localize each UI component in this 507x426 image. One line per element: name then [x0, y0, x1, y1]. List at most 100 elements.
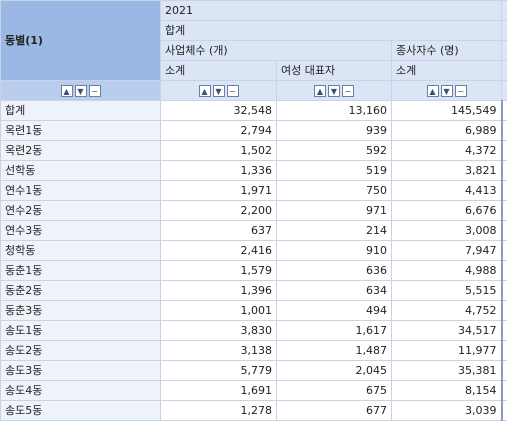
row-dimension-header[interactable]: 동별(1): [0, 0, 161, 81]
year-header[interactable]: 2021: [159, 0, 503, 21]
row-label: 선학동: [0, 160, 161, 181]
col-sort-controls: ▲ ▼ −: [390, 80, 503, 101]
row-label: 연수1동: [0, 180, 161, 201]
business-subtotal-cell: 1,971: [160, 180, 277, 201]
employee-subtotal-cell: 4,372: [390, 140, 503, 161]
table-edge: [500, 340, 507, 361]
female-rep-cell: 1,617: [276, 320, 392, 341]
business-subtotal-cell: 1,579: [160, 260, 277, 281]
row-label: 동춘2동: [0, 280, 161, 301]
table-row: 송도5동 1,278 677 3,039: [0, 400, 507, 421]
remove-icon[interactable]: −: [342, 85, 354, 97]
business-subtotal-cell: 1,502: [160, 140, 277, 161]
table-row: 선학동 1,336 519 3,821: [0, 160, 507, 181]
table-edge: [501, 40, 507, 61]
female-rep-cell: 214: [276, 220, 392, 241]
row-label: 옥련2동: [0, 140, 161, 161]
employee-count-header[interactable]: 종사자수 (명): [390, 40, 503, 61]
table-row: 송도1동 3,830 1,617 34,517: [0, 320, 507, 341]
remove-icon[interactable]: −: [88, 85, 101, 97]
sort-down-icon[interactable]: ▼: [328, 85, 340, 97]
employee-subtotal-cell: 3,008: [390, 220, 503, 241]
subtotal-header[interactable]: 소계: [160, 60, 277, 81]
business-subtotal-cell: 1,691: [160, 380, 277, 401]
remove-icon[interactable]: −: [454, 85, 467, 97]
col-sort-controls: ▲ ▼ −: [276, 80, 392, 101]
employee-subtotal-cell: 6,989: [390, 120, 503, 141]
sort-down-icon[interactable]: ▼: [212, 85, 225, 97]
sort-up-icon[interactable]: ▲: [314, 85, 326, 97]
female-rep-cell: 677: [276, 400, 392, 421]
business-subtotal-cell: 3,830: [160, 320, 277, 341]
table-edge: [500, 180, 507, 201]
table-edge: [500, 260, 507, 281]
table-edge: [501, 20, 507, 41]
business-subtotal-cell: 1,336: [160, 160, 277, 181]
table-edge: [500, 240, 507, 261]
table-edge: [501, 80, 507, 101]
table-row: 동춘3동 1,001 494 4,752: [0, 300, 507, 321]
row-label: 송도3동: [0, 360, 161, 381]
table-row: 옥련2동 1,502 592 4,372: [0, 140, 507, 161]
employee-subtotal-cell: 11,977: [390, 340, 503, 361]
female-rep-cell: 634: [276, 280, 392, 301]
table-row: 동춘2동 1,396 634 5,515: [0, 280, 507, 301]
table-edge: [500, 160, 507, 181]
business-subtotal-cell: 2,200: [160, 200, 277, 221]
female-rep-cell: 971: [276, 200, 392, 221]
table-row: 합계 32,548 13,160 145,549: [0, 100, 507, 121]
employee-subtotal-header[interactable]: 소계: [390, 60, 503, 81]
remove-icon[interactable]: −: [226, 85, 239, 97]
business-subtotal-cell: 637: [160, 220, 277, 241]
sort-up-icon[interactable]: ▲: [426, 85, 439, 97]
employee-subtotal-cell: 145,549: [390, 100, 503, 121]
female-rep-cell: 910: [276, 240, 392, 261]
row-label: 동춘1동: [0, 260, 161, 281]
employee-subtotal-cell: 6,676: [390, 200, 503, 221]
table-row: 송도3동 5,779 2,045 35,381: [0, 360, 507, 381]
business-count-header[interactable]: 사업체수 (개): [160, 40, 392, 61]
table-edge: [500, 280, 507, 301]
female-rep-cell: 675: [276, 380, 392, 401]
table-edge: [500, 380, 507, 401]
table-edge: [501, 0, 507, 21]
female-rep-cell: 750: [276, 180, 392, 201]
employee-subtotal-cell: 35,381: [390, 360, 503, 381]
sort-down-icon[interactable]: ▼: [440, 85, 453, 97]
row-label: 청학동: [0, 240, 161, 261]
table-edge: [500, 100, 507, 121]
sort-down-icon[interactable]: ▼: [74, 85, 87, 97]
female-rep-cell: 939: [276, 120, 392, 141]
row-label: 연수2동: [0, 200, 161, 221]
row-sort-controls: ▲ ▼ −: [0, 80, 161, 101]
table-edge: [500, 140, 507, 161]
row-label: 송도5동: [0, 400, 161, 421]
row-label: 동춘3동: [0, 300, 161, 321]
employee-subtotal-cell: 34,517: [390, 320, 503, 341]
female-rep-header[interactable]: 여성 대표자: [276, 60, 392, 81]
sort-up-icon[interactable]: ▲: [60, 85, 73, 97]
business-subtotal-cell: 3,138: [160, 340, 277, 361]
table-row: 연수1동 1,971 750 4,413: [0, 180, 507, 201]
employee-subtotal-cell: 4,413: [390, 180, 503, 201]
row-label: 송도2동: [0, 340, 161, 361]
business-subtotal-cell: 32,548: [160, 100, 277, 121]
table-edge: [500, 320, 507, 341]
table-edge: [500, 220, 507, 241]
col-sort-controls: ▲ ▼ −: [160, 80, 277, 101]
female-rep-cell: 636: [276, 260, 392, 281]
table-edge: [500, 120, 507, 141]
female-rep-cell: 494: [276, 300, 392, 321]
table-body: 합계 32,548 13,160 145,549 옥련1동 2,794 939 6,989 옥련…: [0, 100, 507, 421]
total-header[interactable]: 합계: [159, 20, 503, 41]
female-rep-cell: 2,045: [276, 360, 392, 381]
business-subtotal-cell: 1,396: [160, 280, 277, 301]
sort-up-icon[interactable]: ▲: [198, 85, 211, 97]
row-label: 송도4동: [0, 380, 161, 401]
table-row: 송도2동 3,138 1,487 11,977: [0, 340, 507, 361]
employee-subtotal-cell: 4,752: [390, 300, 503, 321]
table-row: 청학동 2,416 910 7,947: [0, 240, 507, 261]
table-row: 송도4동 1,691 675 8,154: [0, 380, 507, 401]
female-rep-cell: 592: [276, 140, 392, 161]
